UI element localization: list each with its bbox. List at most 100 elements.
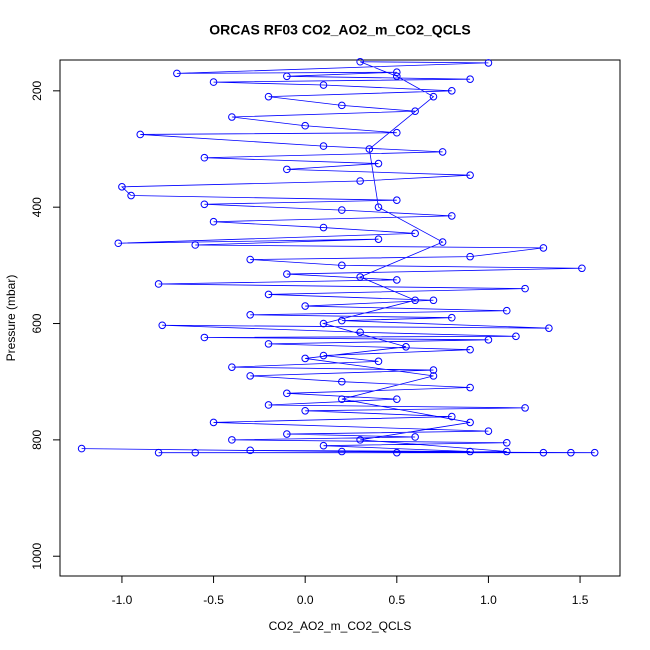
data-point bbox=[283, 165, 291, 174]
data-point bbox=[200, 200, 209, 209]
data-point bbox=[338, 206, 346, 214]
data-point bbox=[319, 319, 328, 328]
data-point bbox=[77, 444, 86, 453]
y-tick-label: 400 bbox=[30, 197, 44, 217]
data-point bbox=[374, 357, 383, 366]
data-point bbox=[447, 313, 456, 322]
data-point bbox=[512, 332, 520, 341]
data-point bbox=[393, 72, 401, 81]
data-point bbox=[484, 336, 493, 344]
data-point bbox=[319, 223, 328, 232]
data-point bbox=[411, 107, 419, 115]
data-point bbox=[158, 321, 167, 330]
data-point bbox=[246, 255, 255, 264]
data-point bbox=[393, 448, 401, 457]
data-point bbox=[319, 441, 328, 450]
y-tick-label: 600 bbox=[30, 313, 44, 333]
data-point bbox=[154, 448, 163, 457]
data-point bbox=[283, 389, 291, 398]
data-point bbox=[393, 128, 401, 137]
data-point bbox=[246, 372, 255, 380]
data-point bbox=[264, 340, 273, 348]
data-point bbox=[502, 447, 511, 456]
data-point bbox=[246, 311, 255, 319]
data-point bbox=[521, 404, 529, 412]
x-axis-label: CO2_AO2_m_CO2_QCLS bbox=[269, 619, 412, 633]
data-point bbox=[411, 296, 419, 305]
data-point bbox=[301, 406, 309, 415]
data-point bbox=[429, 366, 438, 374]
data-point bbox=[447, 212, 456, 220]
x-tick-label: 0.5 bbox=[388, 593, 405, 607]
data-point bbox=[191, 241, 200, 249]
data-point bbox=[264, 92, 273, 101]
data-point bbox=[191, 448, 200, 457]
data-point bbox=[246, 446, 255, 455]
x-tick-label: 0.0 bbox=[297, 593, 314, 607]
data-point bbox=[374, 159, 383, 168]
data-point bbox=[200, 333, 209, 342]
data-point bbox=[466, 418, 474, 427]
data-point bbox=[466, 252, 474, 261]
y-axis-label: Pressure (mbar) bbox=[4, 275, 18, 362]
data-point bbox=[466, 345, 474, 354]
data-point bbox=[590, 448, 599, 457]
data-point bbox=[209, 217, 218, 226]
data-point bbox=[338, 261, 346, 270]
data-point bbox=[319, 81, 328, 89]
data-point bbox=[545, 324, 553, 332]
data-point bbox=[521, 284, 529, 293]
data-point bbox=[447, 87, 456, 95]
data-point bbox=[356, 273, 364, 281]
data-point bbox=[393, 276, 401, 284]
plot-box bbox=[59, 59, 621, 577]
data-point bbox=[402, 342, 410, 351]
x-tick-label: 1.5 bbox=[572, 593, 589, 607]
data-point bbox=[118, 183, 126, 191]
data-point bbox=[393, 196, 401, 204]
x-tick-label: 1.0 bbox=[480, 593, 497, 607]
data-point bbox=[136, 130, 145, 139]
x-tick-label: -1.0 bbox=[112, 593, 133, 607]
data-point bbox=[365, 145, 374, 153]
data-point bbox=[438, 238, 447, 246]
data-point bbox=[356, 436, 364, 444]
data-point bbox=[447, 412, 456, 421]
data-point bbox=[209, 418, 218, 427]
data-point bbox=[338, 101, 346, 110]
data-point bbox=[228, 436, 236, 444]
data-point bbox=[466, 447, 474, 456]
data-point bbox=[411, 433, 419, 441]
data-point bbox=[429, 372, 438, 380]
y-tick-label: 1000 bbox=[30, 543, 44, 570]
data-point bbox=[338, 316, 346, 325]
data-point bbox=[466, 171, 474, 179]
data-point bbox=[127, 191, 135, 200]
data-point bbox=[301, 121, 309, 130]
data-point bbox=[154, 280, 163, 288]
data-point bbox=[393, 395, 401, 403]
y-tick-label: 800 bbox=[30, 430, 44, 450]
series-line bbox=[81, 61, 595, 454]
data-point bbox=[502, 306, 511, 315]
data-point bbox=[356, 57, 364, 66]
data-point bbox=[393, 68, 401, 77]
data-point bbox=[338, 377, 346, 386]
data-point bbox=[200, 153, 209, 162]
data-point bbox=[264, 401, 273, 409]
data-point bbox=[356, 177, 364, 185]
data-point bbox=[173, 69, 181, 78]
data-point bbox=[484, 59, 493, 67]
x-tick-label: -0.5 bbox=[203, 593, 224, 607]
data-point bbox=[319, 351, 328, 360]
data-point bbox=[502, 438, 511, 447]
data-point bbox=[209, 78, 218, 86]
data-point bbox=[429, 296, 438, 305]
data-point bbox=[466, 383, 474, 392]
data-point bbox=[484, 427, 493, 435]
data-point bbox=[283, 72, 291, 81]
data-point bbox=[411, 229, 419, 238]
data-point bbox=[338, 447, 346, 456]
